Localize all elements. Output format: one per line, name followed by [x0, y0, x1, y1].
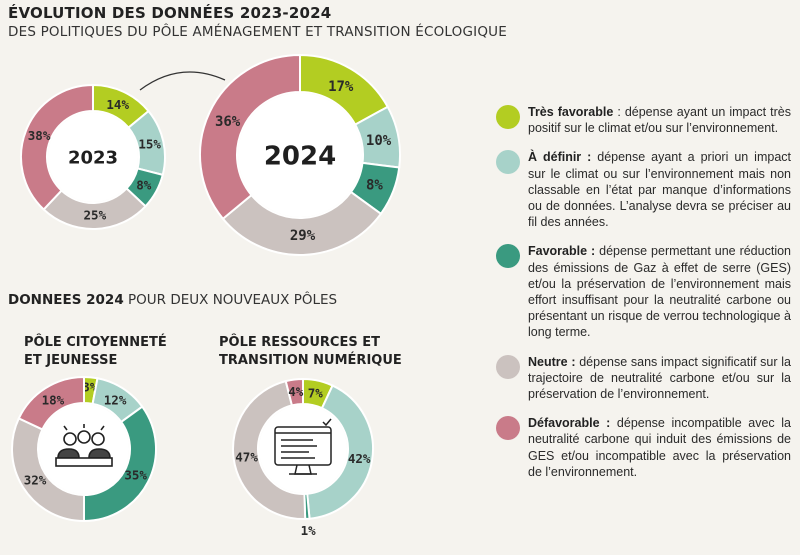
donut-center: [259, 405, 347, 493]
legend-description: dépense incompatible avec la neutralité …: [528, 416, 791, 479]
section-2024-heading-rest: POUR DEUX NOUVEAUX PÔLES: [123, 292, 338, 308]
pole-ressources-line1: PÔLE RESSOURCES ET: [219, 335, 380, 350]
legend-term: Très favorable: [528, 105, 614, 119]
year-label: 2024: [264, 141, 336, 171]
legend-term: Neutre :: [528, 354, 576, 369]
year-label: 2023: [68, 147, 118, 168]
slice-a-definir: [306, 384, 374, 520]
slice-label-tres-favorable: 17%: [328, 79, 354, 95]
slice-defavorable: [20, 83, 94, 211]
slice-defavorable: [17, 375, 85, 431]
slice-label-favorable: 35%: [124, 468, 147, 483]
slice-label-neutre: 29%: [290, 228, 316, 244]
legend-item-favorable: Favorable : dépense permettant une réduc…: [496, 243, 791, 340]
slice-neutre: [232, 379, 307, 520]
legend-term: Défavorable :: [528, 416, 611, 431]
legend-description: dépense permettant une réduction des émi…: [528, 244, 791, 340]
section-2024-heading-bold: DONNEES 2024: [8, 292, 124, 308]
legend-swatch-favorable: [496, 244, 520, 269]
slice-label-favorable: 8%: [366, 177, 383, 193]
legend-swatch-defavorable: [496, 416, 520, 441]
slice-label-favorable: 8%: [136, 177, 152, 192]
slice-label-a-definir: 10%: [366, 133, 392, 149]
donut-center: [39, 404, 129, 494]
pole-ressources-title: PÔLE RESSOURCES ET TRANSITION NUMÉRIQUE: [219, 334, 419, 370]
slice-label-neutre: 47%: [235, 449, 258, 464]
slice-label-a-definir: 42%: [348, 451, 371, 466]
donut-pole-citoyennete: 3% 12% 35% 32% 18%: [11, 375, 157, 523]
legend-term: À définir :: [528, 150, 592, 165]
pole-citoyennete-title: PÔLE CITOYENNETÉ ET JEUNESSE: [24, 334, 224, 370]
legend-swatch-tres-favorable: [496, 105, 520, 129]
computer-monitor-icon: [274, 418, 332, 475]
page-subtitle: DES POLITIQUES DU PÔLE AMÉNAGEMENT ET TR…: [8, 24, 507, 40]
pole-citoyennete-line2: ET JEUNESSE: [24, 353, 118, 368]
donut-center: [48, 112, 138, 202]
pole-citoyennete-line1: PÔLE CITOYENNETÉ: [24, 335, 167, 350]
slice-label-defavorable: 36%: [215, 114, 241, 130]
slice-label-defavorable: 18%: [42, 392, 65, 407]
legend: Très favorable : dépense ayant un impact…: [496, 104, 791, 493]
slice-label-favorable: 1%: [301, 523, 317, 538]
people-meeting-icon: [55, 424, 113, 467]
legend-item-defavorable: Défavorable : dépense incompatible avec …: [496, 415, 791, 480]
donut-2023: 14% 15% 8% 25% 38% 2023: [20, 83, 166, 230]
slice-label-defavorable: 4%: [288, 384, 304, 399]
legend-swatch-a-definir: [496, 150, 520, 175]
slice-label-neutre: 32%: [24, 472, 47, 487]
pole-ressources-line2: TRANSITION NUMÉRIQUE: [219, 353, 402, 368]
slice-label-tres-favorable: 14%: [106, 97, 129, 112]
slice-label-tres-favorable: 7%: [308, 386, 324, 401]
slice-defavorable: [284, 377, 304, 407]
legend-term: Favorable :: [528, 244, 596, 259]
donut-2024: 17% 10% 8% 29% 36% 2024: [199, 53, 401, 256]
slice-favorable: [83, 405, 157, 523]
page-title: ÉVOLUTION DES DONNÉES 2023-2024: [8, 4, 332, 22]
donut-center: [238, 93, 362, 217]
connector-arc: [139, 71, 226, 91]
section-2024-heading: DONNEES 2024 POUR DEUX NOUVEAUX PÔLES: [8, 292, 337, 308]
legend-swatch-neutre: [496, 354, 520, 379]
legend-item-a-definir: À définir : dépense ayant a priori un im…: [496, 149, 791, 230]
legend-description: dépense ayant a priori un impact sur le …: [528, 150, 791, 230]
slice-defavorable: [199, 53, 301, 221]
slice-label-neutre: 25%: [84, 207, 107, 222]
legend-description: : dépense ayant un impact très positif s…: [528, 105, 791, 136]
slice-label-a-definir: 15%: [138, 137, 161, 152]
legend-item-tres-favorable: Très favorable : dépense ayant un impact…: [496, 104, 791, 136]
legend-description: dépense sans impact significatif sur la …: [528, 354, 791, 402]
slice-label-a-definir: 12%: [104, 392, 127, 407]
slice-label-defavorable: 38%: [28, 128, 51, 143]
slice-label-tres-favorable: 3%: [82, 380, 98, 395]
legend-item-neutre: Neutre : dépense sans impact significati…: [496, 354, 791, 403]
